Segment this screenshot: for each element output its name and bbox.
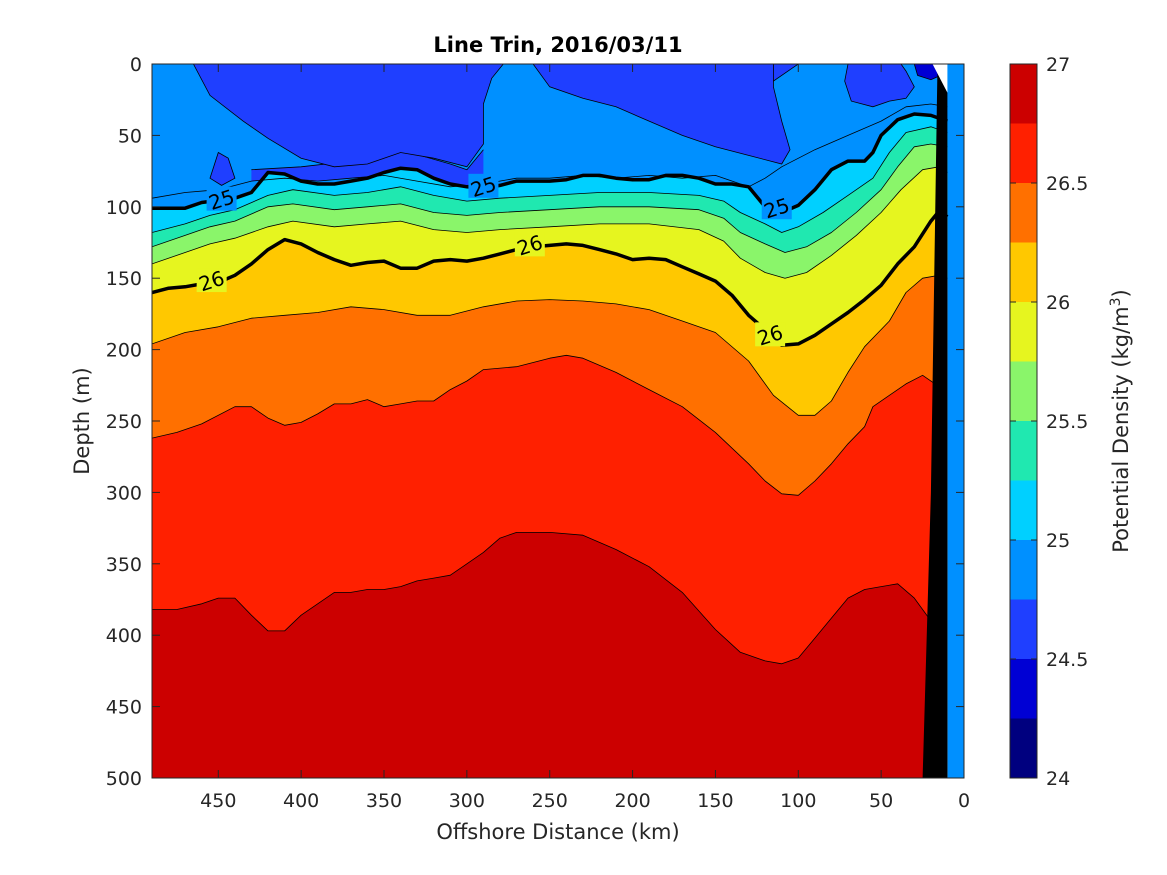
colorbar-tick-label-24: 24 [1046, 768, 1070, 790]
colorbar-label-exp: 3 [1108, 297, 1124, 306]
surface-blob-4 [192, 64, 504, 168]
contour-label-26-1: 26 [514, 230, 546, 261]
colorbar-swatch-24.75 [1010, 540, 1037, 600]
colorbar-swatch-25.75 [1010, 302, 1037, 362]
surface-blob-1 [913, 64, 942, 81]
colorbar-swatch-25 [1010, 480, 1037, 540]
surface-blob-3 [844, 64, 915, 108]
x-tick-label-350: 350 [366, 790, 402, 812]
colorbar-swatch-24.5 [1010, 599, 1037, 659]
isopycnal-25.25 [152, 126, 948, 233]
y-tick-label-450: 450 [106, 697, 142, 719]
contour-label-26-2: 26 [754, 320, 786, 351]
colorbar-tick-label-27: 27 [1046, 54, 1070, 76]
y-tick-label-300: 300 [106, 482, 142, 504]
colorbar-tick-label-25.5: 25.5 [1046, 411, 1088, 433]
x-tick-label-400: 400 [283, 790, 319, 812]
colorbar-tick-label-25: 25 [1046, 530, 1070, 552]
colorbar-swatch-24.25 [1010, 659, 1037, 719]
colorbar-tick-label-26.5: 26.5 [1046, 173, 1088, 195]
y-tick-label-400: 400 [106, 625, 142, 647]
colorbar-tick-label-24.5: 24.5 [1046, 649, 1088, 671]
no-data-mask [932, 64, 948, 93]
contour-label-25-2: 25 [761, 193, 793, 224]
y-tick-label-500: 500 [106, 768, 142, 790]
colorbar-swatch-25.25 [1010, 421, 1037, 481]
x-tick-label-250: 250 [532, 790, 568, 812]
x-tick-label-100: 100 [780, 790, 816, 812]
isopycnal-26-bold [152, 209, 949, 348]
colorbar-swatch-26.75 [1010, 64, 1037, 124]
isopycnal-25.75 [152, 166, 948, 279]
y-axis-ticks: 0 50 100 150 200 250 300 350 400 450 500 [106, 54, 964, 790]
colorbar-swatch-25.5 [1010, 361, 1037, 421]
seafloor [922, 64, 948, 778]
isopycnal-26.25 [152, 274, 948, 416]
y-tick-label-100: 100 [106, 197, 142, 219]
contour-labels: 25 25 25 26 26 26 [196, 171, 793, 350]
y-tick-label-350: 350 [106, 554, 142, 576]
colorbar-label-prefix: Potential Density (kg/m [1109, 306, 1133, 552]
isopycnal-25.5 [152, 143, 948, 253]
density-band-26.75 [152, 532, 931, 778]
colorbar-swatch-24 [1010, 718, 1037, 778]
surface-blob-6 [209, 151, 236, 186]
plot-area: 25 25 25 26 26 26 [152, 64, 964, 778]
x-tick-label-0: 0 [958, 790, 970, 812]
x-tick-label-200: 200 [614, 790, 650, 812]
contour-label-25-1: 25 [468, 171, 500, 202]
x-tick-label-150: 150 [697, 790, 733, 812]
colorbar-label: Potential Density (kg/m3) [1108, 289, 1133, 553]
x-tick-label-450: 450 [200, 790, 236, 812]
isopycnal-26.75 [152, 532, 932, 665]
surface-blob-5 [532, 64, 791, 165]
colorbar-label-suffix: ) [1109, 289, 1133, 297]
isopycnal-26.5 [152, 354, 945, 496]
density-bands [152, 103, 949, 778]
x-tick-label-300: 300 [449, 790, 485, 812]
colorbar-swatch-26.25 [1010, 183, 1037, 243]
y-tick-label-250: 250 [106, 411, 142, 433]
y-tick-label-0: 0 [130, 54, 142, 76]
isopycnal-25-bold [152, 112, 948, 215]
colorbar-tick-label-26: 26 [1046, 292, 1070, 314]
x-axis-label: Offshore Distance (km) [436, 820, 679, 844]
surface-blobs [192, 64, 942, 186]
contour-label-26-0: 26 [196, 266, 228, 297]
y-tick-label-200: 200 [106, 340, 142, 362]
colorbar: 24 24.5 25 25.5 26 26.5 27 [1009, 54, 1088, 790]
colorbar-swatch-26.5 [1010, 123, 1037, 183]
colorbar-swatch-26 [1010, 242, 1037, 302]
y-axis-label: Depth (m) [70, 367, 94, 474]
y-tick-label-150: 150 [106, 268, 142, 290]
bottom-topography [922, 64, 948, 778]
y-tick-label-50: 50 [118, 125, 142, 147]
x-tick-label-50: 50 [869, 790, 893, 812]
chart-title: Line Trin, 2016/03/11 [433, 33, 682, 57]
contour-label-25-0: 25 [206, 184, 238, 215]
x-axis-ticks: 450 400 350 300 250 200 150 100 50 0 [200, 64, 970, 812]
